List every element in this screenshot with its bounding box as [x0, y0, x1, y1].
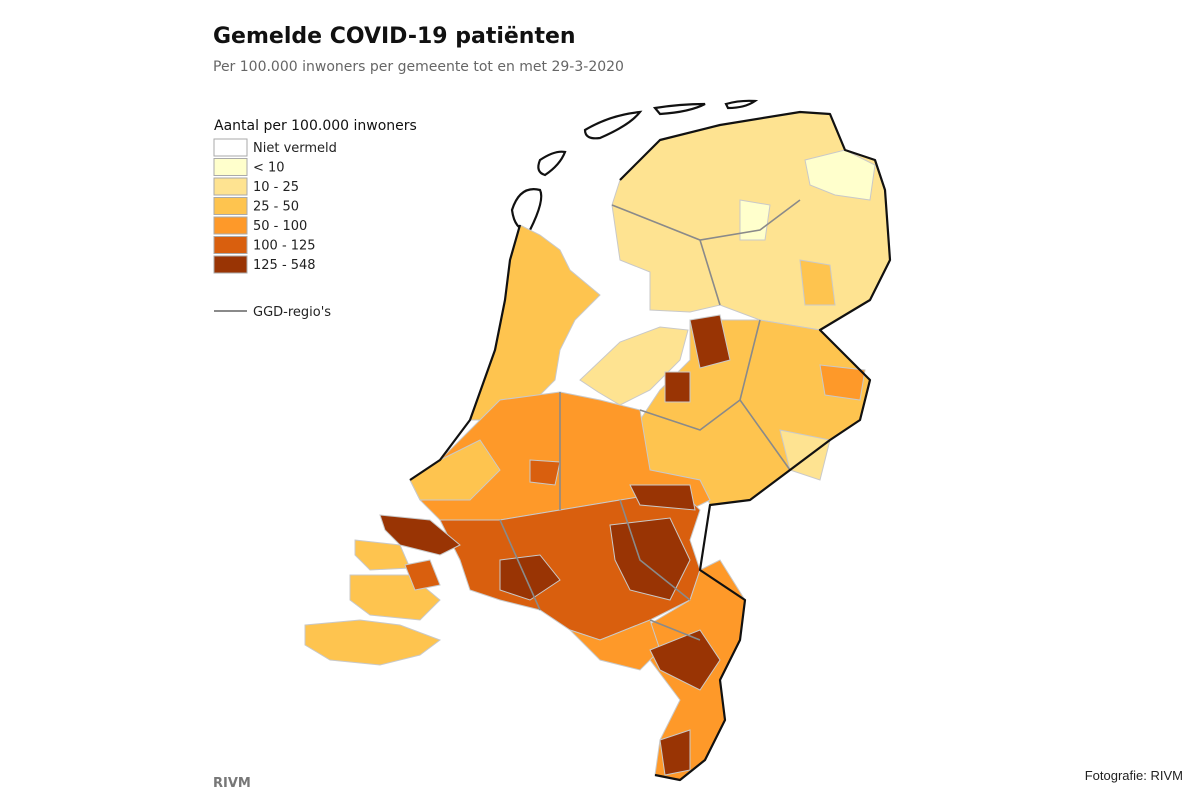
legend-label: 25 - 50	[253, 200, 299, 215]
legend-label: Niet vermeld	[253, 141, 337, 156]
legend-swatch	[213, 158, 248, 176]
region	[499, 554, 561, 601]
region	[799, 259, 836, 306]
legend-swatch	[213, 177, 248, 196]
lake	[570, 205, 690, 362]
legend-label: 100 - 125	[253, 239, 316, 254]
island	[537, 150, 567, 177]
legend-swatch	[213, 138, 248, 157]
region	[659, 729, 691, 776]
region	[649, 629, 721, 691]
title: Gemelde COVID-19 patiënten	[213, 24, 576, 49]
region	[689, 314, 731, 369]
region	[404, 559, 441, 591]
subtitle: Per 100.000 inwoners per gemeente tot en…	[213, 59, 624, 75]
region	[664, 371, 691, 403]
island	[724, 99, 759, 110]
legend-title: Aantal per 100.000 inwoners	[214, 118, 417, 134]
legend-swatch	[213, 236, 248, 254]
legend-line-label: GGD-regio's	[253, 305, 331, 320]
region	[304, 619, 442, 666]
region	[629, 484, 696, 511]
island	[583, 110, 643, 140]
legend-swatch	[213, 197, 248, 215]
map	[304, 99, 892, 782]
legend-label: 10 - 25	[253, 180, 299, 195]
ggd-line	[499, 199, 801, 641]
island	[510, 188, 543, 232]
region	[579, 326, 689, 406]
legend-label: 50 - 100	[253, 219, 307, 234]
legend-swatch	[213, 255, 248, 274]
region	[609, 517, 691, 601]
region	[739, 199, 771, 241]
region	[529, 459, 561, 486]
credit: Fotografie: RIVM	[1085, 768, 1183, 783]
legend-label: < 10	[253, 161, 285, 176]
source: RIVM	[213, 776, 251, 791]
island	[652, 102, 706, 116]
legend: Niet vermeld < 10 10 - 25 25 - 50 50 - 100 10…	[213, 138, 337, 274]
region	[819, 364, 866, 401]
legend-label: 125 - 548	[253, 258, 316, 273]
region	[354, 539, 411, 571]
legend-swatch	[213, 216, 248, 235]
coastline	[409, 110, 892, 782]
